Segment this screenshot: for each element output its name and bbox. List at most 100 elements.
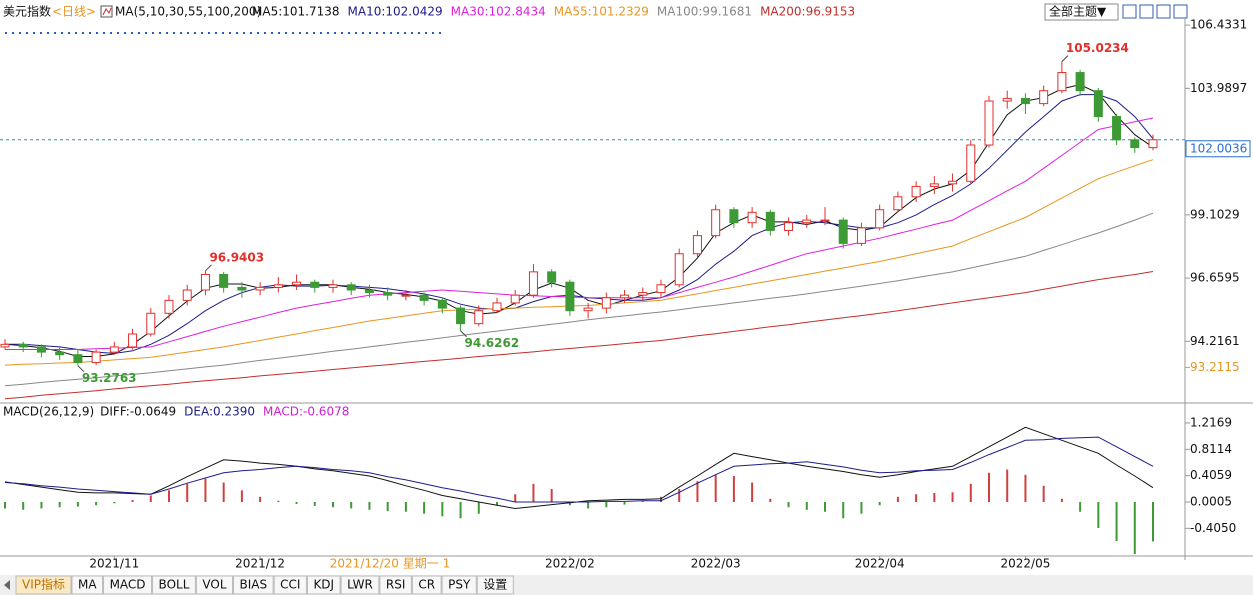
candle-body (419, 294, 429, 301)
period[interactable]: <日线> (52, 5, 96, 19)
tab-box (152, 575, 196, 595)
toolbar-icons (1122, 4, 1188, 19)
icon-button[interactable] (1156, 4, 1171, 19)
tab-scroll[interactable] (4, 580, 10, 590)
candle-body (984, 100, 994, 146)
tab-label: MACD (110, 578, 146, 592)
tab[interactable]: MACD (103, 575, 153, 595)
candle-body (1093, 90, 1103, 118)
tab[interactable]: LWR (340, 575, 380, 595)
tab-label: RSI (386, 578, 406, 592)
tab[interactable]: PSY (441, 575, 477, 595)
candle-body (346, 284, 356, 291)
tab-box (379, 575, 412, 595)
x-tick-label: 2022/02 (545, 557, 595, 571)
candle-body (510, 294, 520, 304)
candle-body (747, 211, 757, 224)
tab[interactable]: BOLL (152, 575, 196, 595)
tab[interactable]: VIP指标 (15, 575, 72, 595)
tab[interactable]: VOL (195, 575, 234, 595)
highlight-label: 93.2763 (82, 371, 137, 385)
candle-body (711, 209, 721, 237)
tab-label: BOLL (159, 578, 190, 592)
ma-line (4, 84, 1154, 357)
candle-body (948, 180, 958, 185)
candle-body (875, 209, 885, 229)
candle-body (55, 351, 65, 356)
tab[interactable]: KDJ (306, 575, 341, 595)
tab[interactable]: RSI (379, 575, 412, 595)
tab-label: VOL (202, 578, 226, 592)
icon-button[interactable] (1173, 4, 1188, 19)
candle-body (1039, 90, 1049, 105)
tab-box (306, 575, 341, 595)
y-tick-label: -0.4050 (1190, 521, 1236, 535)
legend-entry: MA10:102.0429 (348, 5, 443, 19)
ma-line (5, 117, 1154, 350)
tab-label: CR (418, 578, 435, 592)
y-tick-label: 0.8114 (1190, 442, 1232, 456)
icon-button[interactable] (1122, 4, 1137, 19)
tab[interactable]: MA (71, 575, 104, 595)
candle-body (528, 271, 538, 296)
candle-body (1002, 97, 1012, 102)
candle-body (929, 183, 939, 187)
candle-body (164, 299, 174, 314)
candle-body (620, 294, 630, 299)
legend-entry: MACD:-0.6078 (263, 405, 349, 419)
macd-line (4, 436, 1154, 503)
tab[interactable]: BIAS (233, 575, 274, 595)
tab[interactable]: CCI (273, 575, 307, 595)
tab-box (233, 575, 274, 595)
candle-body (893, 196, 903, 211)
highlight-pointer (1061, 55, 1069, 62)
tab[interactable]: CR (411, 575, 442, 595)
macd-title: MACD(26,12,9) (3, 405, 94, 419)
legend-entry: MA100:99.1681 (657, 5, 752, 19)
x-tick-label: 2021/12 (235, 557, 285, 571)
candle-body (310, 281, 320, 288)
candle-body (492, 302, 502, 312)
legend-entry: DEA:0.2390 (184, 405, 255, 419)
candle-body (36, 346, 46, 353)
tab-label: CCI (280, 578, 300, 592)
candle-body (383, 292, 393, 296)
range-low-label: 93.2115 (1190, 360, 1240, 374)
ma-icon[interactable] (100, 5, 113, 18)
candle-body (1057, 72, 1067, 92)
candle-body (474, 310, 484, 325)
candle-body (219, 273, 229, 288)
candle-body (1020, 97, 1030, 105)
candle-body (73, 354, 83, 363)
y-tick-label: 99.1029 (1190, 207, 1240, 221)
tab-label: BIAS (240, 578, 268, 592)
icon-button[interactable] (1139, 4, 1154, 19)
candle-body (911, 185, 921, 198)
theme-button[interactable] (1044, 3, 1119, 21)
candle-body (401, 294, 411, 297)
y-tick-label: 1.2169 (1190, 415, 1232, 429)
tab-box (340, 575, 380, 595)
candle-body (638, 292, 648, 296)
ma-line (4, 159, 1154, 366)
candle-body (838, 219, 848, 244)
highlight-label: 94.6262 (465, 336, 520, 350)
candle-body (583, 307, 593, 312)
candle-body (364, 289, 374, 294)
candle-body (656, 284, 666, 294)
tab[interactable]: 设置 (476, 575, 514, 595)
candle-body (784, 222, 794, 231)
tab-box (441, 575, 477, 595)
candle-body (0, 343, 10, 348)
candle-body (328, 284, 338, 288)
y-tick-label: 94.2161 (1190, 334, 1240, 348)
tab-label: MA (78, 578, 97, 592)
candle-body (820, 219, 830, 222)
tab-label: VIP指标 (22, 577, 65, 592)
tab-box (476, 575, 514, 595)
legend-entry: MA30:102.8434 (451, 5, 546, 19)
candle-body (255, 286, 265, 291)
ma-label: MA(5,10,30,55,100,200) (115, 5, 261, 19)
candle-body (966, 144, 976, 182)
